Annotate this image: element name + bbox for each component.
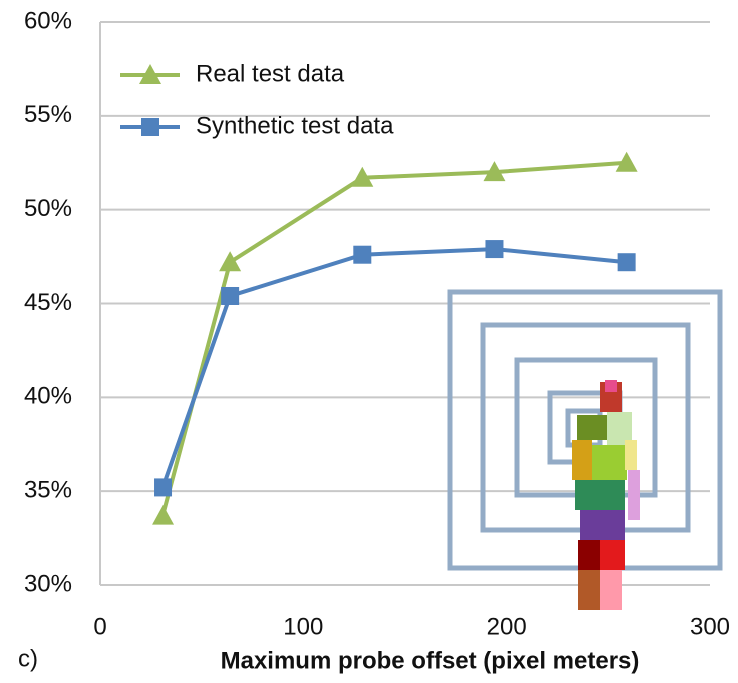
y-tick-label: 30%	[24, 570, 72, 597]
x-axis-label: Maximum probe offset (pixel meters)	[221, 647, 640, 674]
square-marker	[154, 478, 172, 496]
x-tick-label: 100	[283, 613, 323, 640]
square-marker	[221, 287, 239, 305]
y-tick-label: 50%	[24, 195, 72, 222]
triangle-marker	[152, 505, 174, 525]
square-marker	[141, 118, 159, 136]
x-tick-label: 300	[690, 613, 730, 640]
y-tick-label: 40%	[24, 383, 72, 410]
y-tick-label: 35%	[24, 477, 72, 504]
chart: 30% 35% 40% 45% 50% 55% 60% 0 100 200 300 Maximum p…	[0, 0, 738, 683]
y-tick-label: 45%	[24, 289, 72, 316]
x-tick-label: 200	[487, 613, 527, 640]
square-marker	[353, 246, 371, 264]
square-marker	[485, 240, 503, 258]
legend-label: Synthetic test data	[196, 112, 394, 139]
y-tick-label: 60%	[24, 7, 72, 34]
panel-label: c)	[18, 645, 38, 672]
triangle-marker	[219, 251, 241, 271]
y-tick-label: 55%	[24, 101, 72, 128]
series-line	[163, 249, 627, 487]
x-tick-label: 0	[93, 613, 106, 640]
square-marker	[618, 253, 636, 271]
person-figure	[572, 380, 640, 610]
legend-label: Real test data	[196, 60, 345, 87]
